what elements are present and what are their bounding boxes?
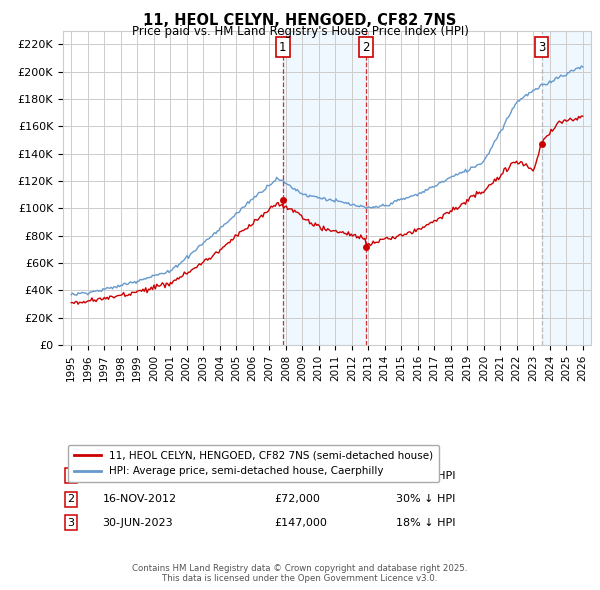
Text: 12% ↓ HPI: 12% ↓ HPI	[395, 471, 455, 481]
Legend: 11, HEOL CELYN, HENGOED, CF82 7NS (semi-detached house), HPI: Average price, sem: 11, HEOL CELYN, HENGOED, CF82 7NS (semi-…	[68, 445, 439, 483]
Text: £106,000: £106,000	[274, 471, 327, 481]
Text: 1: 1	[67, 471, 74, 481]
Text: 16-NOV-2012: 16-NOV-2012	[103, 494, 177, 504]
Bar	[283, 31, 366, 345]
Text: 30-JUN-2023: 30-JUN-2023	[103, 518, 173, 528]
Text: £147,000: £147,000	[274, 518, 327, 528]
Text: 3: 3	[67, 518, 74, 528]
Bar	[542, 31, 591, 345]
Text: 30% ↓ HPI: 30% ↓ HPI	[395, 494, 455, 504]
Text: 2: 2	[362, 41, 370, 54]
Text: Price paid vs. HM Land Registry's House Price Index (HPI): Price paid vs. HM Land Registry's House …	[131, 25, 469, 38]
Text: 11, HEOL CELYN, HENGOED, CF82 7NS: 11, HEOL CELYN, HENGOED, CF82 7NS	[143, 13, 457, 28]
Text: £72,000: £72,000	[274, 494, 320, 504]
Text: 1: 1	[279, 41, 287, 54]
Text: 2: 2	[67, 494, 74, 504]
Text: Contains HM Land Registry data © Crown copyright and database right 2025.
This d: Contains HM Land Registry data © Crown c…	[132, 563, 468, 583]
Text: 3: 3	[538, 41, 545, 54]
Text: 26-OCT-2007: 26-OCT-2007	[103, 471, 175, 481]
Text: 18% ↓ HPI: 18% ↓ HPI	[395, 518, 455, 528]
